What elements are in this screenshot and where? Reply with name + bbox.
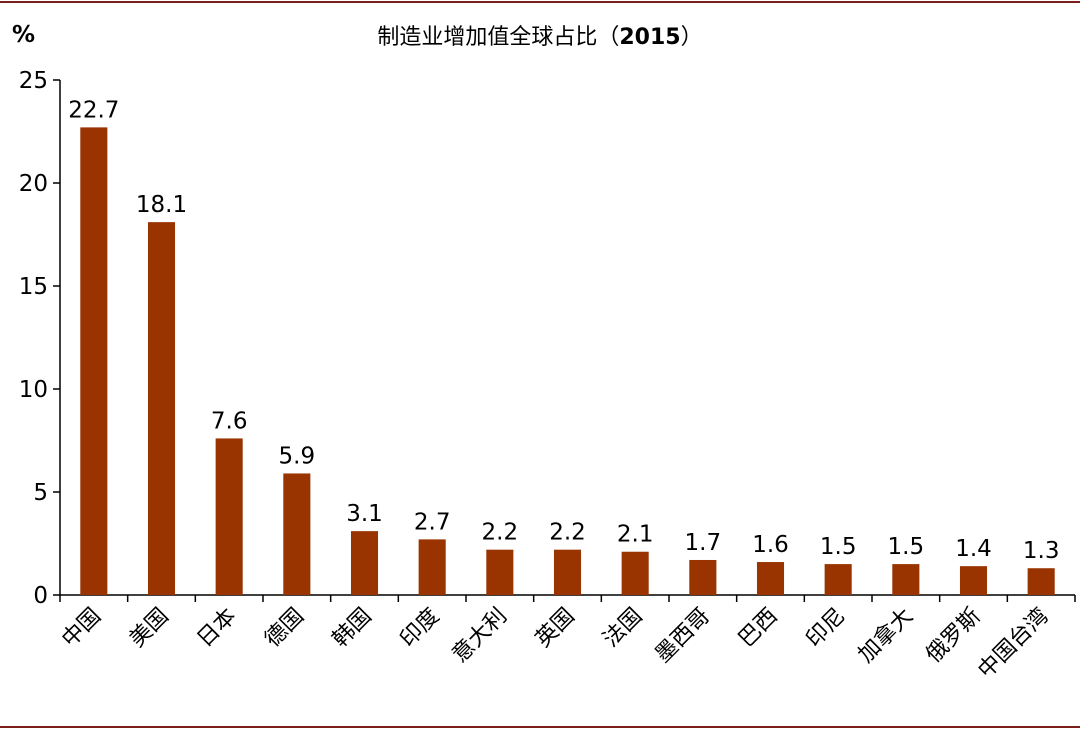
bar (892, 564, 920, 595)
data-label: 1.3 (1023, 538, 1060, 564)
category-label: 法国 (599, 604, 648, 653)
bar (80, 127, 108, 595)
bar (756, 562, 785, 595)
chart-title: 制造业增加值全球占比（2015） (377, 25, 702, 50)
category-label: 韩国 (328, 604, 377, 653)
bar (689, 559, 717, 595)
data-label: 3.1 (346, 501, 383, 527)
data-label: 22.7 (68, 97, 119, 123)
bar (350, 531, 379, 595)
y-tick-label: 25 (19, 68, 48, 94)
bar (486, 549, 514, 595)
bar (1027, 568, 1055, 595)
chart-title-main: 制造业增加值全球占比（ (377, 25, 619, 50)
bar (553, 549, 582, 595)
data-label: 1.6 (752, 532, 789, 558)
category-label: 中国 (57, 604, 106, 653)
category-label: 墨西哥 (651, 604, 715, 668)
data-label: 1.7 (685, 530, 722, 556)
plot-area: 0 5 10 15 20 25 22.7 中国 18.1 美国 7.6 日本 5.9 德国 3.1 韩国 2.7… (19, 68, 1076, 684)
bar (824, 564, 852, 595)
bar (283, 473, 311, 595)
category-label: 巴西 (734, 604, 783, 653)
bar (959, 566, 988, 595)
data-label: 1.5 (820, 534, 857, 560)
data-label: 2.2 (549, 520, 586, 546)
y-tick-label: 5 (33, 480, 48, 506)
category-label: 俄罗斯 (921, 604, 985, 668)
chart-title-year: 2015 (619, 25, 680, 50)
data-label: 2.2 (482, 520, 519, 546)
chart-title-close: ） (681, 25, 703, 50)
data-label: 7.6 (211, 408, 248, 434)
category-label: 意大利 (448, 604, 512, 668)
data-label: 18.1 (136, 192, 187, 218)
category-label: 美国 (125, 604, 174, 653)
category-label: 印尼 (802, 604, 851, 653)
data-label: 1.5 (888, 534, 925, 560)
data-label: 1.4 (955, 536, 992, 562)
data-label: 5.9 (279, 443, 316, 469)
bar (147, 222, 176, 595)
y-tick-label: 20 (19, 171, 48, 197)
category-label: 日本 (193, 604, 242, 653)
category-label: 印度 (396, 604, 445, 653)
bar (418, 539, 446, 595)
y-tick-label: 0 (33, 583, 48, 609)
category-label: 德国 (260, 604, 309, 653)
bar (215, 438, 243, 595)
y-tick-label: 10 (19, 377, 48, 403)
y-axis-unit-label: % (12, 22, 35, 48)
category-label: 英国 (531, 604, 580, 653)
bar (621, 551, 649, 595)
category-label: 加拿大 (853, 603, 918, 668)
data-label: 2.7 (414, 509, 451, 535)
data-label: 2.1 (617, 522, 654, 548)
category-label: 中国台湾 (973, 604, 1053, 684)
y-tick-label: 15 (19, 274, 48, 300)
